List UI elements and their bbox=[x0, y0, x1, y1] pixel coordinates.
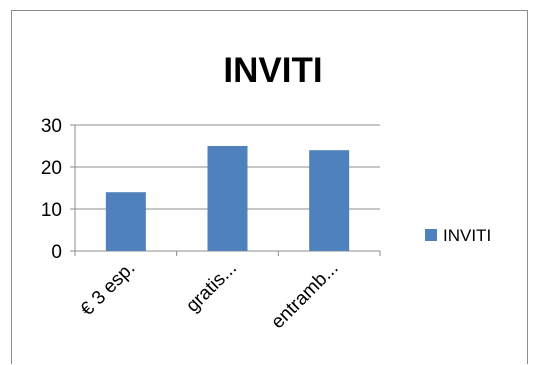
x-tick-labels: € 3 esp. gratis... entramb... bbox=[77, 258, 343, 333]
bar bbox=[105, 192, 146, 251]
chart-frame bbox=[11, 10, 528, 364]
bar bbox=[309, 150, 350, 251]
legend-swatch bbox=[425, 229, 437, 241]
legend-label: INVITI bbox=[443, 226, 491, 245]
y-tick-labels: 0 10 20 30 bbox=[41, 116, 62, 263]
y-tick-label: 30 bbox=[41, 116, 62, 137]
y-tick-label: 20 bbox=[41, 158, 62, 179]
x-tick-label: entramb... bbox=[267, 258, 342, 333]
bars bbox=[105, 146, 350, 251]
legend: INVITI bbox=[425, 226, 491, 245]
x-tick-label: gratis... bbox=[182, 258, 241, 317]
chart-title: INVITI bbox=[223, 51, 322, 90]
bar bbox=[207, 146, 248, 251]
y-tick-label: 0 bbox=[51, 242, 62, 263]
y-tick-label: 10 bbox=[41, 200, 62, 221]
x-tick-label: € 3 esp. bbox=[77, 258, 140, 321]
